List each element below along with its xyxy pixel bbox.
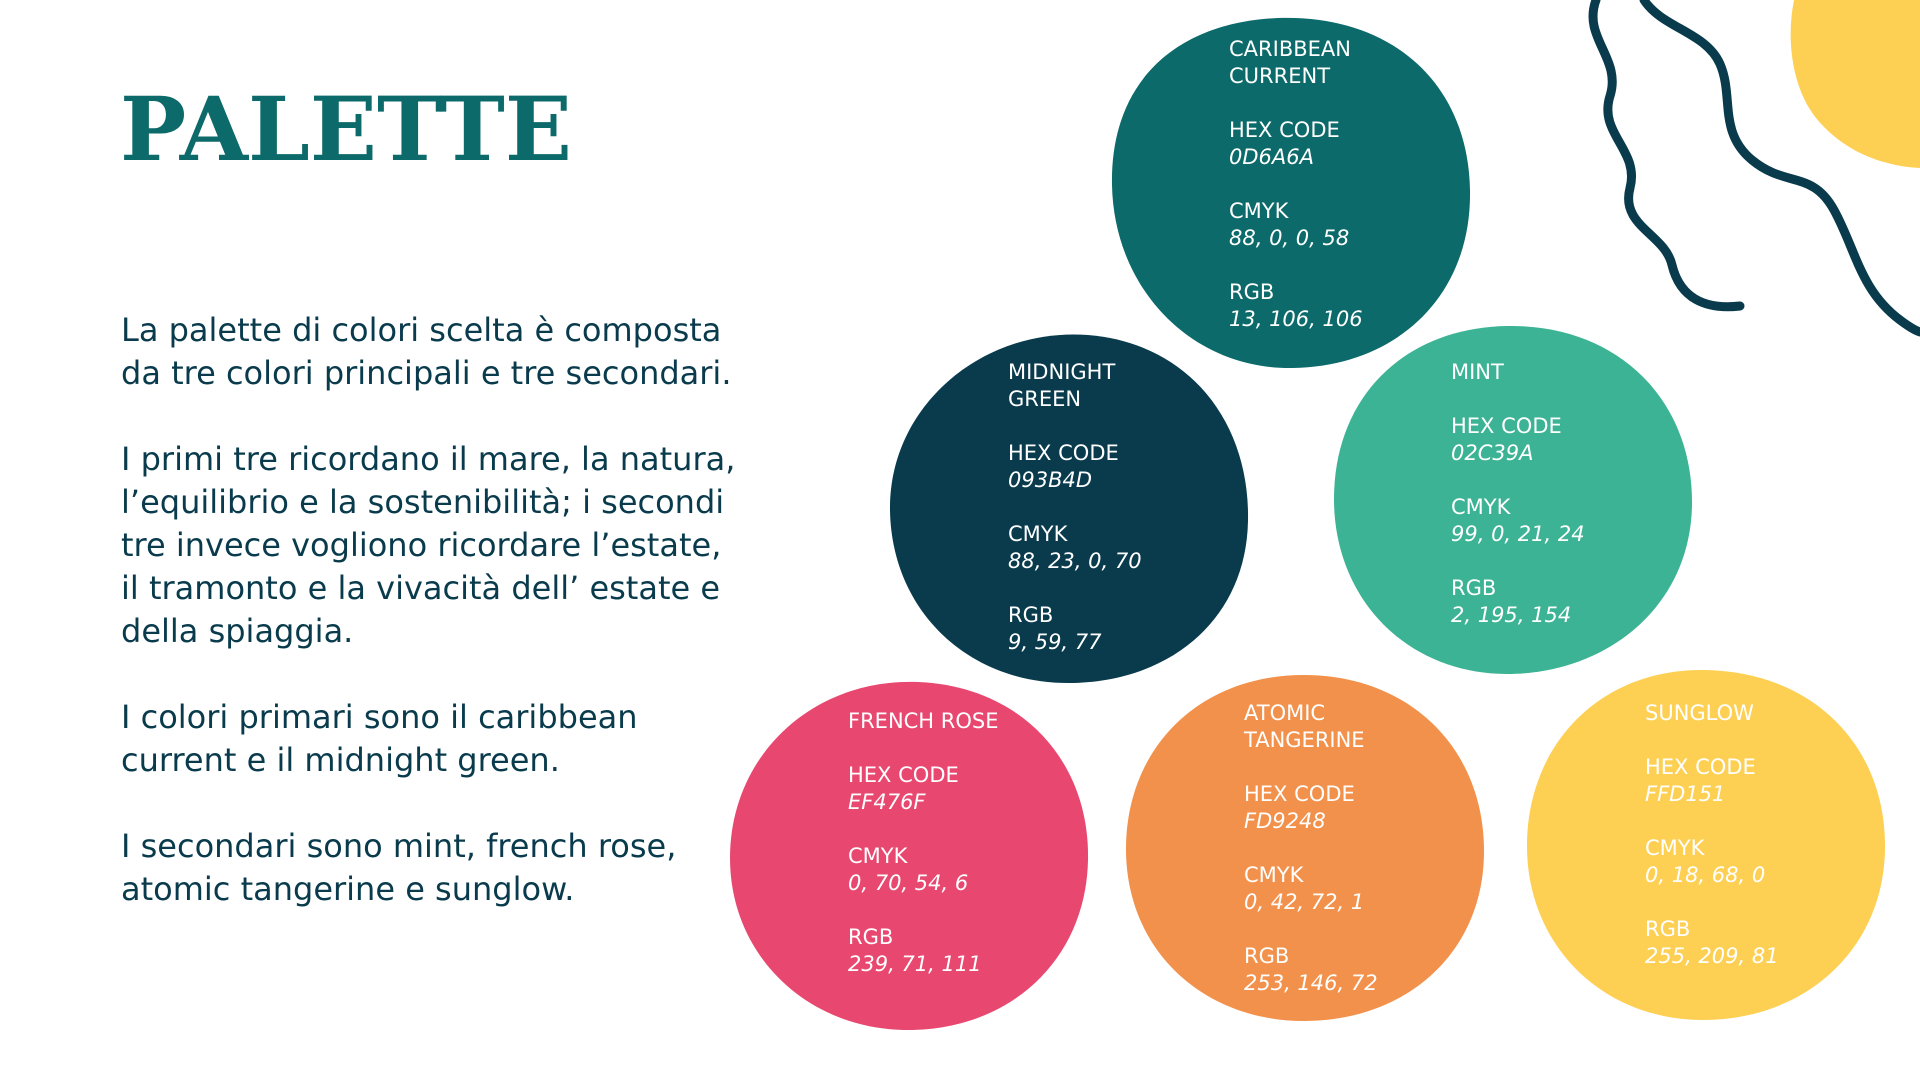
rgb-value: 9, 59, 77 bbox=[1008, 630, 1102, 654]
color-swatch-mint: MINT HEX CODE 02C39A CMYK 99, 0, 21, 24 … bbox=[1332, 324, 1694, 676]
color-swatch-french-rose: FRENCH ROSE HEX CODE EF476F CMYK 0, 70, … bbox=[728, 680, 1090, 1032]
cmyk-value: 0, 18, 68, 0 bbox=[1645, 863, 1766, 887]
blob-shape bbox=[889, 334, 1249, 683]
hex-value: 0D6A6A bbox=[1229, 145, 1314, 169]
intro-paragraph: I colori primari sono il caribbean curre… bbox=[121, 698, 638, 779]
hex-label: HEX CODE bbox=[1229, 118, 1340, 142]
rgb-value: 13, 106, 106 bbox=[1229, 307, 1363, 331]
hex-label: HEX CODE bbox=[848, 763, 959, 787]
cmyk-label: CMYK bbox=[1451, 495, 1511, 519]
intro-paragraph: I secondari sono mint, french rose, atom… bbox=[121, 827, 677, 908]
hex-value: 02C39A bbox=[1451, 441, 1534, 465]
rgb-label: RGB bbox=[848, 925, 894, 949]
cmyk-label: CMYK bbox=[848, 844, 908, 868]
color-name: MINT bbox=[1451, 360, 1504, 384]
blob-shape bbox=[1126, 675, 1484, 1021]
swatch-info: SUNGLOW HEX CODE FFD151 CMYK 0, 18, 68, … bbox=[1645, 700, 1805, 970]
color-name: CARIBBEAN CURRENT bbox=[1229, 37, 1351, 88]
hex-value: FFD151 bbox=[1645, 782, 1726, 806]
swatch-info: CARIBBEAN CURRENT HEX CODE 0D6A6A CMYK 8… bbox=[1229, 36, 1389, 333]
cmyk-label: CMYK bbox=[1244, 863, 1304, 887]
color-name: ATOMIC TANGERINE bbox=[1244, 701, 1365, 752]
rgb-value: 2, 195, 154 bbox=[1451, 603, 1572, 627]
sun-decoration bbox=[1790, 0, 1920, 168]
color-name: MIDNIGHT GREEN bbox=[1008, 360, 1116, 411]
blob-shape bbox=[1334, 325, 1692, 674]
hex-value: FD9248 bbox=[1244, 809, 1326, 833]
swatch-info: ATOMIC TANGERINE HEX CODE FD9248 CMYK 0,… bbox=[1244, 700, 1404, 997]
rgb-label: RGB bbox=[1451, 576, 1497, 600]
cmyk-value: 88, 0, 0, 58 bbox=[1229, 226, 1350, 250]
color-swatch-atomic-tangerine: ATOMIC TANGERINE HEX CODE FD9248 CMYK 0,… bbox=[1124, 673, 1486, 1023]
color-swatch-caribbean-current: CARIBBEAN CURRENT HEX CODE 0D6A6A CMYK 8… bbox=[1108, 10, 1473, 370]
rgb-value: 239, 71, 111 bbox=[848, 952, 982, 976]
color-swatch-midnight-green: MIDNIGHT GREEN HEX CODE 093B4D CMYK 88, … bbox=[888, 331, 1250, 686]
blob-shape bbox=[1111, 17, 1471, 369]
cmyk-value: 99, 0, 21, 24 bbox=[1451, 522, 1585, 546]
hex-label: HEX CODE bbox=[1244, 782, 1355, 806]
cmyk-value: 0, 70, 54, 6 bbox=[848, 871, 969, 895]
cmyk-value: 88, 23, 0, 70 bbox=[1008, 549, 1142, 573]
blob-shape bbox=[1527, 669, 1886, 1020]
intro-paragraph: La palette di colori scelta è composta d… bbox=[121, 311, 732, 392]
hex-value: 093B4D bbox=[1008, 468, 1093, 492]
swatch-info: MINT HEX CODE 02C39A CMYK 99, 0, 21, 24 … bbox=[1451, 359, 1611, 629]
wavy-line-decoration bbox=[1639, 0, 1920, 337]
cmyk-label: CMYK bbox=[1229, 199, 1289, 223]
hex-label: HEX CODE bbox=[1645, 755, 1756, 779]
hex-label: HEX CODE bbox=[1451, 414, 1562, 438]
intro-text: La palette di colori scelta è composta d… bbox=[121, 309, 741, 954]
intro-paragraph: I primi tre ricordano il mare, la natura… bbox=[121, 440, 736, 650]
color-name: SUNGLOW bbox=[1645, 701, 1754, 725]
rgb-value: 253, 146, 72 bbox=[1244, 971, 1378, 995]
blob-shape bbox=[730, 681, 1089, 1030]
rgb-label: RGB bbox=[1008, 603, 1054, 627]
cmyk-value: 0, 42, 72, 1 bbox=[1244, 890, 1365, 914]
cmyk-label: CMYK bbox=[1645, 836, 1705, 860]
hex-value: EF476F bbox=[848, 790, 926, 814]
rgb-label: RGB bbox=[1229, 280, 1275, 304]
hex-label: HEX CODE bbox=[1008, 441, 1119, 465]
color-name: FRENCH ROSE bbox=[848, 709, 999, 733]
swatch-info: FRENCH ROSE HEX CODE EF476F CMYK 0, 70, … bbox=[848, 708, 1008, 978]
rgb-label: RGB bbox=[1645, 917, 1691, 941]
swatch-info: MIDNIGHT GREEN HEX CODE 093B4D CMYK 88, … bbox=[1008, 359, 1168, 656]
wavy-line-decoration bbox=[1588, 0, 1745, 312]
rgb-value: 255, 209, 81 bbox=[1645, 944, 1779, 968]
cmyk-label: CMYK bbox=[1008, 522, 1068, 546]
color-swatch-sunglow: SUNGLOW HEX CODE FFD151 CMYK 0, 18, 68, … bbox=[1525, 668, 1887, 1023]
page-title: PALETTE bbox=[120, 77, 572, 181]
rgb-label: RGB bbox=[1244, 944, 1290, 968]
